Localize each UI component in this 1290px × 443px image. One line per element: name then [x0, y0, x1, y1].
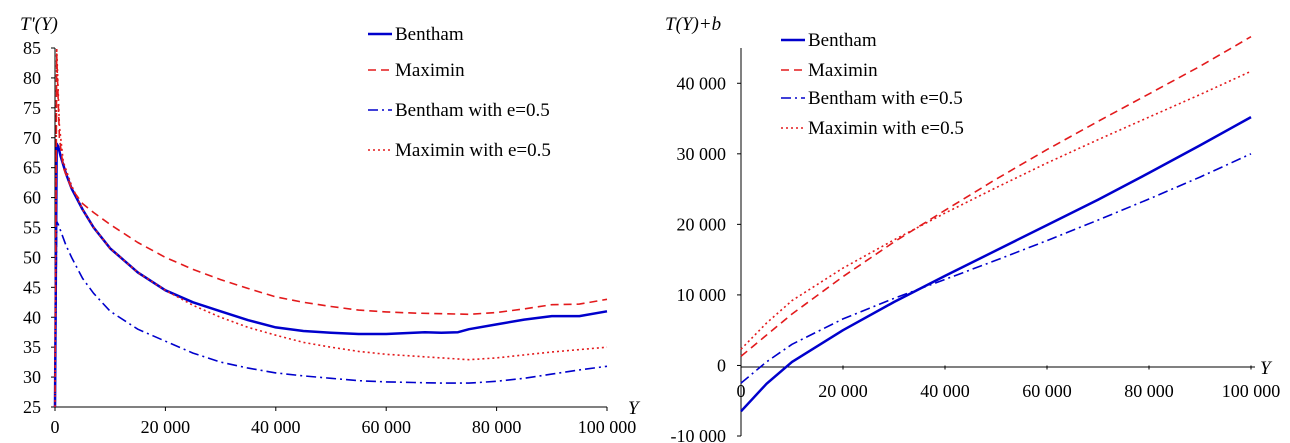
right-y-axis-label: T(Y)+b: [665, 14, 721, 35]
right-y-ticks: -10 000 0 10 000 20 000 30 000 40 000: [671, 73, 741, 443]
left-x-tick-label: 20 000: [141, 417, 191, 437]
right-y-tick-label: -10 000: [671, 426, 727, 443]
right-x-axis-label: Y: [1260, 358, 1273, 379]
right-legend-label: Bentham with e=0.5: [808, 88, 963, 109]
left-legend-label: Maximin with e=0.5: [395, 140, 551, 161]
left-y-tick-label: 40: [23, 307, 41, 327]
right-y-tick-label: 40 000: [677, 73, 727, 93]
right-series-line-2: [740, 36, 1252, 357]
left-legend-label: Maximin: [395, 60, 465, 81]
left-legend-label: Bentham with e=0.5: [395, 100, 550, 121]
left-series-group: [53, 47, 608, 408]
left-x-ticks: 0 20 000 40 000 60 000 80 000 100 000: [51, 407, 637, 437]
left-y-tick-label: 70: [23, 128, 41, 148]
left-x-tick-label: 80 000: [472, 417, 522, 437]
left-legend-label: Bentham: [395, 24, 464, 45]
right-y-tick-label: 0: [717, 355, 726, 375]
right-legend-label: Maximin: [808, 60, 878, 81]
left-x-tick-label: 40 000: [251, 417, 301, 437]
right-x-tick-label: 20 000: [818, 381, 868, 401]
right-x-tick-label: 80 000: [1124, 381, 1174, 401]
right-series-group: [740, 36, 1252, 413]
left-chart: T'(Y) Y 25 30 35 40 45 50 55 60 65 70 75 80 85 0 20 0…: [20, 14, 641, 437]
left-y-tick-label: 55: [23, 218, 41, 238]
left-y-tick-label: 60: [23, 188, 41, 208]
right-y-tick-label: 20 000: [677, 214, 727, 234]
right-x-ticks: 0 20 000 40 000 60 000 80 000 100 000: [737, 365, 1281, 401]
left-y-tick-label: 75: [23, 98, 41, 118]
left-series-line-3: [54, 220, 608, 408]
right-x-tick-label: 60 000: [1022, 381, 1072, 401]
left-x-axis-label: Y: [628, 398, 641, 419]
right-series-line-4: [740, 70, 1252, 350]
right-x-tick-label: 100 000: [1222, 381, 1281, 401]
left-series-line-1: [53, 142, 608, 408]
left-y-tick-label: 50: [23, 247, 41, 267]
right-legend-label: Bentham: [808, 30, 877, 51]
left-legend: Bentham Maximin Bentham with e=0.5 Maximin …: [368, 24, 551, 161]
right-y-tick-label: 10 000: [677, 285, 727, 305]
left-x-tick-label: 100 000: [578, 417, 637, 437]
left-series-line-2: [54, 53, 608, 408]
left-x-tick-label: 60 000: [361, 417, 411, 437]
right-series-line-1: [740, 116, 1252, 413]
left-y-tick-label: 85: [23, 38, 41, 58]
left-y-tick-label: 25: [23, 397, 41, 417]
right-y-tick-label: 30 000: [677, 144, 727, 164]
left-y-tick-label: 65: [23, 158, 41, 178]
left-y-tick-label: 45: [23, 277, 41, 297]
left-y-axis-label: T'(Y): [20, 14, 58, 35]
left-y-tick-label: 35: [23, 337, 41, 357]
left-y-ticks: 25 30 35 40 45 50 55 60 65 70 75 80 85: [23, 38, 55, 417]
right-series-line-3: [740, 153, 1252, 384]
right-legend-label: Maximin with e=0.5: [808, 118, 964, 139]
left-y-tick-label: 30: [23, 367, 41, 387]
right-x-tick-label: 0: [737, 381, 746, 401]
right-x-tick-label: 40 000: [920, 381, 970, 401]
right-chart: T(Y)+b Y -10 000 0 10 000 20 000 30 000 40 00…: [665, 14, 1280, 443]
right-legend: Bentham Maximin Bentham with e=0.5 Maximin …: [781, 30, 964, 139]
left-y-tick-label: 80: [23, 68, 41, 88]
left-x-tick-label: 0: [51, 417, 60, 437]
